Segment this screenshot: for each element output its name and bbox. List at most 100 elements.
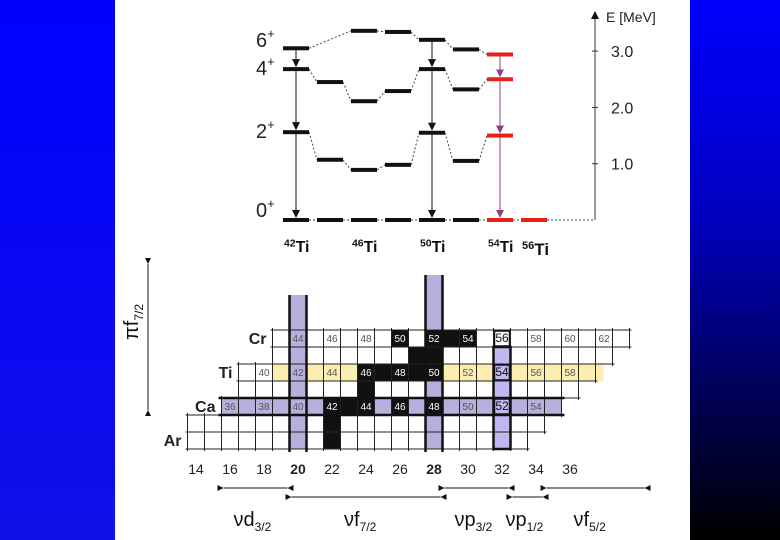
level-42ti-4plus	[283, 67, 309, 72]
neutron-number-tick: 34	[528, 461, 544, 477]
axis-tick-label: 2.0	[611, 100, 633, 117]
mass-number-label: 52	[495, 399, 509, 413]
stable-nucleus-cell	[340, 398, 358, 415]
mass-number-label: 58	[530, 334, 542, 345]
level-50ti-2plus	[419, 130, 445, 135]
neutron-number-tick: 14	[188, 461, 204, 477]
mass-number-label: 56	[495, 331, 509, 345]
neutron-number-tick: 32	[494, 461, 510, 477]
level-50ti-0plus	[419, 218, 445, 222]
stable-nucleus-cell	[374, 364, 392, 381]
element-label-ti: Ti	[219, 365, 233, 382]
stable-nucleus-cell	[391, 364, 409, 381]
stable-nucleus-cell	[357, 364, 375, 381]
level-connector-4	[308, 68, 318, 83]
axis-tick-label: 3.0	[611, 44, 633, 61]
level-connector-6	[376, 30, 386, 33]
mass-number-label: 54	[462, 334, 474, 345]
level-46ti-6plus	[351, 28, 377, 33]
level-54ti-6plus	[487, 52, 513, 57]
level-connector-6	[308, 30, 352, 49]
level-scheme: E [MeV] 1.0 2.0 3.0 6+4+ 2+ 0+ 42Ti 46Ti 50Ti 54Ti…	[256, 9, 656, 259]
element-label-ar: Ar	[164, 433, 182, 450]
spin-label: 2+	[256, 117, 275, 143]
isotope-label-42ti: 42Ti	[284, 238, 310, 256]
level-48ti-4plus	[385, 89, 411, 94]
level-42ti-6plus	[283, 46, 309, 51]
level-connector-2	[410, 132, 420, 165]
slide-background-left	[0, 0, 115, 540]
mass-number-label: 62	[598, 334, 610, 345]
level-connector-4	[444, 68, 454, 90]
mass-number-label: 38	[258, 402, 270, 413]
stable-nucleus-cell	[391, 330, 409, 347]
level-44ti-4plus	[317, 80, 343, 85]
chart-of-nuclides: Cr 44 46 48 50 52 54 56 58 60 62 Ti 40 42 44 46 48 50 52 54…	[121, 258, 651, 534]
stable-nucleus-cell	[357, 398, 375, 415]
neutron-number-tick: 28	[426, 461, 442, 477]
subshell-n32-outline	[492, 345, 512, 451]
level-52ti-6plus	[453, 47, 479, 52]
mass-number-label: 56	[530, 368, 542, 379]
level-46ti-4plus	[351, 99, 377, 104]
neutron-number-tick: 24	[358, 461, 374, 477]
mass-number-label: 48	[360, 334, 372, 345]
slide-background-right	[690, 0, 780, 540]
level-connector-6	[478, 48, 488, 55]
mass-number-label: 46	[326, 334, 338, 345]
stable-nucleus-cell	[425, 330, 443, 347]
spin-label: 4+	[256, 54, 275, 80]
level-46ti-0plus	[351, 218, 377, 222]
stable-nucleus-cell	[391, 398, 409, 415]
mass-number-label: 40	[292, 402, 304, 413]
stable-nucleus-cell	[323, 415, 341, 432]
neutron-number-tick: 26	[392, 461, 408, 477]
mass-number-label: 48	[428, 402, 440, 413]
magic-n20-band	[289, 295, 307, 449]
neutron-shell-label: νp3/2	[455, 509, 493, 534]
neutron-shell-label: νd3/2	[234, 509, 272, 534]
isotope-label-56ti: 56Ti	[522, 240, 549, 259]
mass-number-label: 46	[360, 368, 372, 379]
mass-number-label: 60	[564, 334, 576, 345]
mass-number-label: 42	[292, 368, 304, 379]
level-46ti-2plus	[351, 167, 377, 172]
proton-shell-label: πf7/2	[121, 304, 146, 340]
mass-number-label: 54	[495, 365, 509, 379]
mass-number-label: 42	[326, 402, 338, 413]
neutron-shell-label: νf7/2	[344, 509, 377, 534]
element-label-ca: Ca	[195, 399, 216, 416]
level-52ti-0plus	[453, 218, 479, 222]
level-connector-2	[444, 132, 454, 162]
isotope-label-46ti: 46Ti	[352, 238, 378, 256]
neutron-number-tick: 20	[290, 461, 306, 477]
isotope-label-54ti: 54Ti	[488, 238, 514, 256]
neutron-number-tick: 22	[324, 461, 340, 477]
stable-nucleus-cell	[408, 364, 426, 381]
level-48ti-6plus	[385, 29, 411, 34]
level-54ti-4plus	[487, 77, 513, 82]
level-52ti-2plus	[453, 158, 479, 163]
stable-nucleus-cell	[323, 432, 341, 449]
level-connector-2	[478, 135, 488, 162]
stable-nucleus-cell	[459, 330, 477, 347]
level-connector-4	[410, 68, 420, 92]
level-connector-2	[376, 164, 386, 171]
mass-number-label: 36	[224, 402, 236, 413]
mass-number-label: 40	[258, 368, 270, 379]
stable-nucleus-cell	[425, 347, 443, 364]
level-42ti-2plus	[283, 130, 309, 135]
level-44ti-2plus	[317, 157, 343, 162]
neutron-number-tick: 30	[460, 461, 476, 477]
axis-tick-label: 1.0	[611, 157, 633, 174]
level-connector-6	[444, 39, 454, 50]
level-connector-4	[478, 78, 488, 90]
stable-nucleus-cell	[425, 364, 443, 381]
level-44ti-0plus	[317, 218, 343, 222]
mass-number-label: 50	[428, 368, 440, 379]
level-42ti-0plus	[283, 218, 309, 222]
stable-nucleus-cell	[357, 381, 375, 398]
stable-nucleus-cell	[425, 398, 443, 415]
neutron-shell-label: νp1/2	[506, 509, 544, 534]
level-54ti-2plus	[487, 133, 513, 138]
